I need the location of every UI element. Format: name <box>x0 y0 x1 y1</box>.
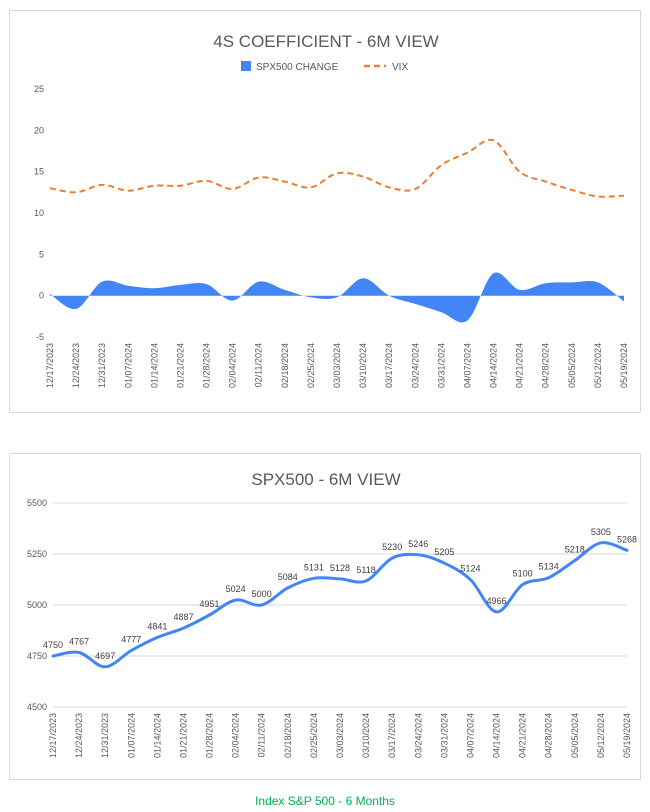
data-label-05-19-2024: 5268 <box>617 534 637 544</box>
y-tick-label: 5000 <box>27 600 47 610</box>
data-label-03-17-2024: 5230 <box>382 542 402 552</box>
data-label-02-18-2024: 5084 <box>278 572 298 582</box>
x-tick-label: 05/19/2024 <box>622 713 632 758</box>
y-tick-label: -5 <box>36 332 44 342</box>
x-tick-label: 04/14/2024 <box>489 343 499 388</box>
x-tick-label: 03/03/2024 <box>332 343 342 388</box>
y-tick-label: 5250 <box>27 549 47 559</box>
x-tick-label: 02/04/2024 <box>228 343 238 388</box>
spx500-chart: SPX500 - 6M VIEW 4500 4750 5000 5250 5500 12… <box>27 470 637 758</box>
x-tick-label: 02/18/2024 <box>283 713 293 758</box>
x-tick-label: 04/07/2024 <box>466 713 476 758</box>
x-tick-label: 12/17/2023 <box>48 713 58 758</box>
data-label-05-12-2024: 5305 <box>591 527 611 537</box>
coefficient-chart-panel: 4S COEFFICIENT - 6M VIEW SPX500 CHANGE V… <box>9 10 641 413</box>
x-tick-label: 04/14/2024 <box>492 713 502 758</box>
x-tick-label: 12/17/2023 <box>45 343 55 388</box>
y-tick-label: 0 <box>39 291 44 301</box>
legend: SPX500 CHANGE VIX <box>241 61 408 73</box>
data-label-04-07-2024: 5124 <box>460 564 480 574</box>
spx500-change-area <box>50 272 624 323</box>
legend-label-vix: VIX <box>392 62 408 73</box>
x-tick-label: 12/31/2023 <box>100 713 110 758</box>
data-label-02-25-2024: 5131 <box>304 562 324 572</box>
data-label-04-21-2024: 5100 <box>513 569 533 579</box>
data-label-03-10-2024: 5118 <box>356 565 375 575</box>
x-tick-label: 03/24/2024 <box>410 343 420 388</box>
y-tick-label: 10 <box>34 208 44 218</box>
x-tick-label: 02/04/2024 <box>231 713 241 758</box>
data-label-03-24-2024: 5246 <box>408 539 428 549</box>
x-tick-label: 04/21/2024 <box>518 713 528 758</box>
x-tick-label: 04/28/2024 <box>541 343 551 388</box>
x-tick-label: 01/28/2024 <box>202 343 212 388</box>
x-tick-label: 04/21/2024 <box>515 343 525 388</box>
x-tick-label: 03/17/2024 <box>384 343 394 388</box>
x-tick-label: 01/07/2024 <box>126 713 136 758</box>
x-tick-label: 05/05/2024 <box>567 343 577 388</box>
x-tick-label: 02/11/2024 <box>257 713 267 757</box>
coefficient-chart: 4S COEFFICIENT - 6M VIEW SPX500 CHANGE V… <box>34 32 629 388</box>
chart-title: SPX500 - 6M VIEW <box>251 470 400 489</box>
x-tick-label: 01/28/2024 <box>205 713 215 758</box>
y-tick-label: 5 <box>39 249 44 259</box>
x-tick-label: 02/11/2024 <box>254 343 264 387</box>
x-tick-label: 03/10/2024 <box>361 713 371 758</box>
x-tick-label: 05/05/2024 <box>570 713 580 758</box>
x-tick-label: 05/12/2024 <box>593 343 603 388</box>
y-tick-label: 4750 <box>27 651 47 661</box>
data-label-02-11-2024: 5000 <box>252 589 272 599</box>
x-tick-label: 05/12/2024 <box>596 713 606 758</box>
data-label-03-03-2024: 5128 <box>330 563 350 573</box>
x-tick-label: 12/24/2023 <box>74 713 84 758</box>
x-tick-label: 01/14/2024 <box>149 343 159 388</box>
data-label-01-28-2024: 4951 <box>199 599 219 609</box>
data-label-05-05-2024: 5218 <box>565 545 585 555</box>
x-tick-label: 03/03/2024 <box>335 713 345 758</box>
figure-caption: Index S&P 500 - 6 Months <box>255 794 395 808</box>
x-tick-label: 02/18/2024 <box>280 343 290 388</box>
y-tick-label: 5500 <box>27 498 47 508</box>
data-label-12-24-2023: 4767 <box>69 637 89 647</box>
data-label-04-28-2024: 5134 <box>539 562 559 572</box>
x-tick-label: 03/10/2024 <box>358 343 368 388</box>
data-label-03-31-2024: 5205 <box>434 547 454 557</box>
y-tick-label: 20 <box>34 125 44 135</box>
legend-swatch-spx500-change <box>241 61 251 71</box>
x-tick-label: 03/31/2024 <box>439 713 449 758</box>
x-tick-label: 04/28/2024 <box>544 713 554 758</box>
data-label-02-04-2024: 5024 <box>226 584 246 594</box>
x-tick-label: 03/24/2024 <box>413 713 423 758</box>
chart-title: 4S COEFFICIENT - 6M VIEW <box>213 32 438 51</box>
x-tick-label: 12/24/2023 <box>71 343 81 388</box>
y-tick-label: 25 <box>34 84 44 94</box>
spx500-line <box>51 541 629 669</box>
vix-line <box>49 138 625 198</box>
data-label-12-17-2023: 4750 <box>43 640 63 650</box>
spx500-chart-panel: SPX500 - 6M VIEW 4500 4750 5000 5250 5500 12… <box>9 453 641 780</box>
data-label-12-31-2023: 4697 <box>95 651 115 661</box>
x-tick-label: 01/21/2024 <box>176 343 186 388</box>
y-tick-label: 15 <box>34 167 44 177</box>
x-tick-label: 12/31/2023 <box>97 343 107 388</box>
data-label-04-14-2024: 4966 <box>486 596 506 606</box>
x-tick-label: 01/07/2024 <box>123 343 133 388</box>
data-label-01-21-2024: 4887 <box>173 612 193 622</box>
x-tick-label: 01/14/2024 <box>152 713 162 758</box>
data-label-01-07-2024: 4777 <box>121 635 141 645</box>
x-tick-label: 02/25/2024 <box>306 343 316 388</box>
x-tick-label: 03/17/2024 <box>387 713 397 758</box>
y-tick-label: 4500 <box>27 702 47 712</box>
x-tick-label: 04/07/2024 <box>463 343 473 388</box>
data-label-01-14-2024: 4841 <box>147 621 167 631</box>
x-tick-label: 03/31/2024 <box>436 343 446 388</box>
x-tick-label: 02/25/2024 <box>309 713 319 758</box>
x-tick-label: 01/21/2024 <box>179 713 189 758</box>
legend-label-spx500-change: SPX500 CHANGE <box>256 62 339 73</box>
x-tick-label: 05/19/2024 <box>619 343 629 388</box>
